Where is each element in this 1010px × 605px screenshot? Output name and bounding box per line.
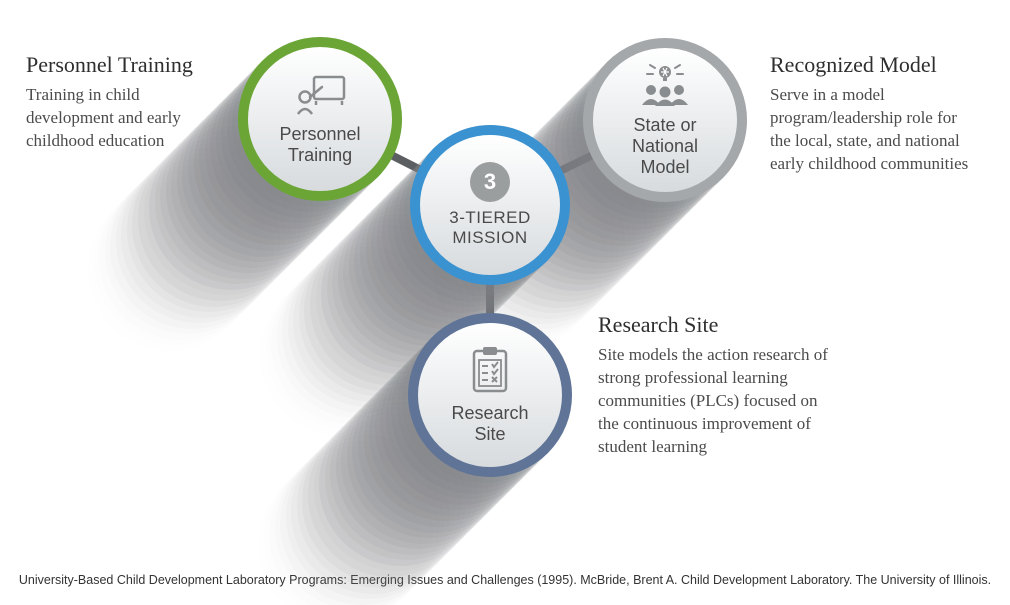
text-body: Training in child development and early …: [26, 84, 226, 153]
node-label: State or: [633, 115, 696, 136]
center-node: 3 3-TIEREDMISSION: [410, 125, 570, 285]
group-idea-icon: [637, 62, 693, 111]
text-heading: Research Site: [598, 312, 828, 338]
node-label: Personnel: [279, 124, 360, 145]
node-personnel: PersonnelTraining: [238, 37, 402, 201]
center-title-line1: 3-TIERED: [449, 208, 530, 228]
citation: University-Based Child Development Labor…: [0, 573, 1010, 587]
text-block-personnel: Personnel Training Training in child deve…: [26, 52, 226, 153]
node-label: Site: [474, 424, 505, 445]
clipboard-icon: [470, 346, 510, 399]
text-heading: Personnel Training: [26, 52, 226, 78]
node-label: Training: [288, 145, 352, 166]
node-label: Research: [451, 403, 528, 424]
node-label: National: [632, 136, 698, 157]
node-label: Model: [640, 157, 689, 178]
node-research: ResearchSite: [408, 313, 572, 477]
diagram-canvas: 33-TIEREDMISSION PersonnelTrainingPerson…: [0, 0, 1010, 605]
node-model: State orNationalModel: [583, 38, 747, 202]
text-block-model: Recognized Model Serve in a model program…: [770, 52, 980, 176]
text-body: Serve in a model program/leadership role…: [770, 84, 980, 176]
teacher-icon: [292, 73, 348, 120]
text-body: Site models the action research of stron…: [598, 344, 828, 459]
text-heading: Recognized Model: [770, 52, 980, 78]
text-block-research: Research Site Site models the action rese…: [598, 312, 828, 459]
center-title-line2: MISSION: [452, 228, 527, 248]
center-badge: 3: [470, 162, 510, 202]
